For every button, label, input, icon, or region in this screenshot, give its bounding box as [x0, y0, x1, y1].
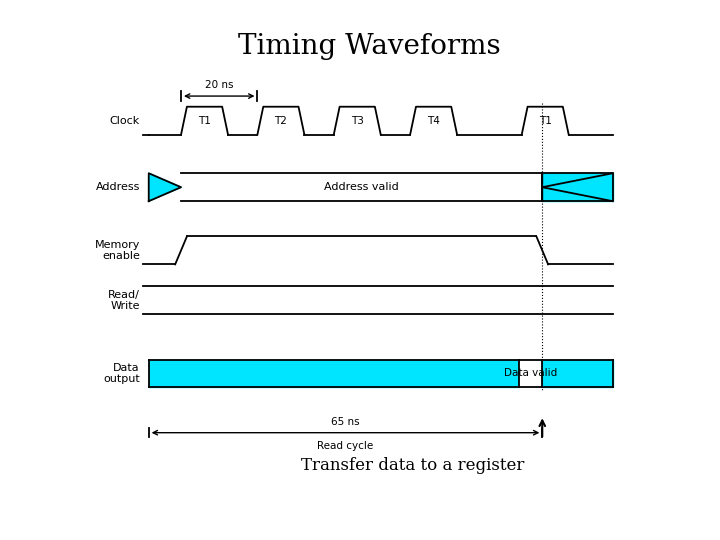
Text: 20 ns: 20 ns — [205, 80, 233, 90]
Text: Memory
enable: Memory enable — [94, 240, 140, 261]
Polygon shape — [542, 173, 613, 201]
Text: Read/
Write: Read/ Write — [108, 289, 140, 311]
Text: 65 ns: 65 ns — [331, 417, 360, 427]
Text: T1: T1 — [198, 116, 211, 126]
Text: T2: T2 — [274, 116, 287, 126]
Polygon shape — [519, 360, 542, 388]
Text: T4: T4 — [427, 116, 440, 126]
Text: Address valid: Address valid — [324, 182, 399, 192]
Text: Data valid: Data valid — [504, 368, 557, 379]
Text: Transfer data to a register: Transfer data to a register — [302, 457, 525, 474]
Text: T1: T1 — [539, 116, 552, 126]
Text: Read cycle: Read cycle — [318, 441, 374, 451]
Text: Clock: Clock — [109, 116, 140, 126]
Polygon shape — [149, 173, 181, 201]
Polygon shape — [542, 360, 613, 388]
Title: Timing Waveforms: Timing Waveforms — [238, 33, 500, 60]
Text: T3: T3 — [351, 116, 364, 126]
Text: Data
output: Data output — [103, 363, 140, 384]
Text: Address: Address — [96, 182, 140, 192]
Polygon shape — [149, 360, 519, 388]
